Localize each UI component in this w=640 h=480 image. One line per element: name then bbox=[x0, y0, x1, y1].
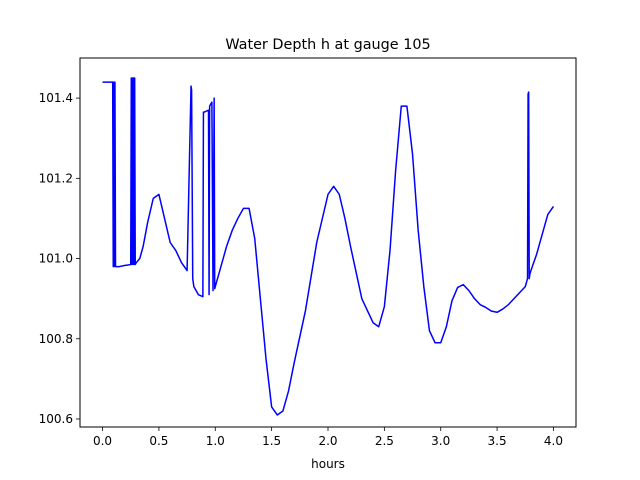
x-tick-label: 1.0 bbox=[206, 434, 225, 448]
y-tick-label: 101.4 bbox=[39, 91, 73, 105]
x-axis: 0.0 0.5 1.0 1.5 2.0 2.5 3.0 3.5 4.0 bbox=[93, 427, 563, 448]
y-tick-label: 100.8 bbox=[39, 332, 73, 346]
chart-title: Water Depth h at gauge 105 bbox=[225, 37, 430, 53]
y-tick-label: 101.2 bbox=[39, 171, 73, 185]
x-tick-label: 0.0 bbox=[93, 434, 112, 448]
x-tick-label: 2.5 bbox=[375, 434, 394, 448]
series-line-0 bbox=[102, 77, 555, 416]
y-tick-label: 100.6 bbox=[39, 412, 73, 426]
y-tick-label: 101.0 bbox=[39, 252, 73, 266]
x-tick-label: 1.5 bbox=[262, 434, 281, 448]
y-axis: 100.6 100.8 101.0 101.2 101.4 bbox=[39, 91, 80, 426]
x-tick-label: 3.0 bbox=[431, 434, 450, 448]
x-axis-label: hours bbox=[311, 457, 345, 471]
x-tick-label: 4.0 bbox=[544, 434, 563, 448]
plot-area bbox=[80, 58, 576, 427]
series-layer bbox=[102, 77, 555, 416]
x-tick-label: 3.5 bbox=[488, 434, 507, 448]
x-tick-label: 0.5 bbox=[149, 434, 168, 448]
x-tick-label: 2.0 bbox=[318, 434, 337, 448]
